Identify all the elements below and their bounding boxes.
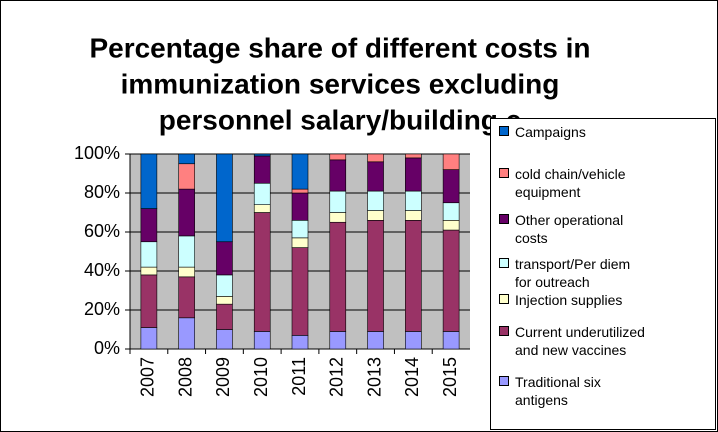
y-tick-label: 60% [84, 221, 120, 241]
bar-segment [291, 220, 309, 239]
legend-entry: Injection supplies [499, 291, 649, 309]
bar-segment [291, 247, 309, 336]
bar-segment [405, 153, 422, 159]
bar-segment [367, 153, 384, 163]
bar-segment [216, 303, 233, 330]
y-tick-label: 0% [94, 338, 120, 358]
bar-segment [405, 157, 422, 192]
bar-segment [291, 188, 309, 194]
legend-label: transport/Per diem for outreach [515, 256, 631, 290]
x-tick-label: 2010 [251, 357, 271, 397]
bar-segment [367, 190, 384, 211]
bar-segment [291, 153, 309, 190]
bar-segment [405, 220, 422, 332]
bar-segment [216, 274, 233, 297]
x-tick-label: 2007 [138, 357, 158, 397]
legend-label: Injection supplies [515, 292, 623, 308]
x-tick-label: 2015 [440, 357, 460, 397]
bar-segment [140, 208, 158, 243]
legend-swatch [499, 168, 509, 178]
y-tick-label: 20% [84, 299, 120, 319]
bar-segment [405, 190, 422, 211]
bar-segment [442, 229, 460, 332]
bar-segment [178, 163, 195, 190]
legend: Campaigns cold chain/vehicle equipment Oth… [490, 118, 716, 430]
chart-title: Percentage share of different costs in [89, 32, 590, 63]
x-tick-label: 2012 [327, 357, 347, 397]
x-tick-label: 2011 [289, 357, 309, 396]
bar-segment [253, 212, 271, 332]
bar-segment [367, 161, 384, 192]
legend-swatch [499, 258, 509, 268]
bar-segment [291, 192, 309, 221]
bar-segment [216, 296, 233, 305]
legend-swatch [499, 126, 509, 136]
legend-entry: Current underutilized and new vaccines [499, 323, 649, 359]
legend-swatch [499, 326, 509, 336]
bar-segment [253, 155, 271, 184]
bar-segment [253, 331, 271, 350]
legend-entry: Traditional six antigens [499, 373, 649, 409]
legend-label: Other operational costs [515, 212, 624, 246]
bar-segment [329, 153, 347, 161]
bar-segment [178, 276, 195, 319]
bar-segment [140, 327, 158, 350]
y-tick-label: 100% [74, 143, 120, 163]
bar-segment [140, 266, 158, 276]
bar-segment [178, 235, 195, 268]
bar-segment [329, 221, 347, 332]
chart-title: personnel salary/building c [159, 104, 522, 135]
legend-swatch [499, 294, 509, 304]
bar-segment [442, 153, 460, 170]
bar-segment [178, 317, 195, 350]
x-tick-label: 2008 [175, 357, 195, 397]
legend-label: Campaigns [515, 124, 586, 140]
bar-segment [329, 331, 347, 350]
bar-segment [367, 220, 384, 332]
legend-label: cold chain/vehicle equipment [515, 166, 626, 200]
y-tick-label: 40% [84, 260, 120, 280]
bar-segment [178, 266, 195, 278]
bar-segment [329, 212, 347, 223]
y-tick-label: 80% [84, 182, 120, 202]
bar-segment [442, 202, 460, 221]
bar-segment [442, 331, 460, 350]
bar-segment [253, 153, 271, 157]
bar-segment [253, 204, 271, 213]
legend-entry: Other operational costs [499, 211, 649, 247]
legend-entry: cold chain/vehicle equipment [499, 165, 649, 201]
bar-segment [216, 153, 233, 243]
bar-segment [216, 329, 233, 350]
bar-segment [140, 153, 158, 209]
bar-segment [140, 274, 158, 328]
x-tick-label: 2013 [364, 357, 384, 397]
x-tick-label: 2014 [402, 357, 422, 397]
bar-segment [405, 210, 422, 221]
legend-entry: transport/Per diem for outreach [499, 255, 649, 291]
bar-segment [405, 331, 422, 350]
bar-segment [253, 182, 271, 206]
bar-segment [329, 190, 347, 213]
bar-segment [178, 188, 195, 237]
legend-entry: Campaigns [499, 123, 649, 141]
legend-swatch [499, 214, 509, 224]
bar-segment [367, 331, 384, 350]
bar-segment [291, 237, 309, 248]
legend-swatch [499, 376, 509, 386]
legend-label: Current underutilized and new vaccines [515, 324, 645, 358]
bar-segment [178, 153, 195, 165]
legend-label: Traditional six antigens [515, 374, 601, 408]
x-tick-label: 2009 [213, 357, 233, 397]
bar-segment [442, 220, 460, 231]
bar-segment [216, 241, 233, 276]
bar-segment [367, 210, 384, 221]
chart-title: immunization services excluding [121, 68, 560, 99]
bar-segment [329, 159, 347, 192]
bar-segment [291, 335, 309, 350]
bar-segment [442, 169, 460, 204]
bar-segment [140, 241, 158, 268]
